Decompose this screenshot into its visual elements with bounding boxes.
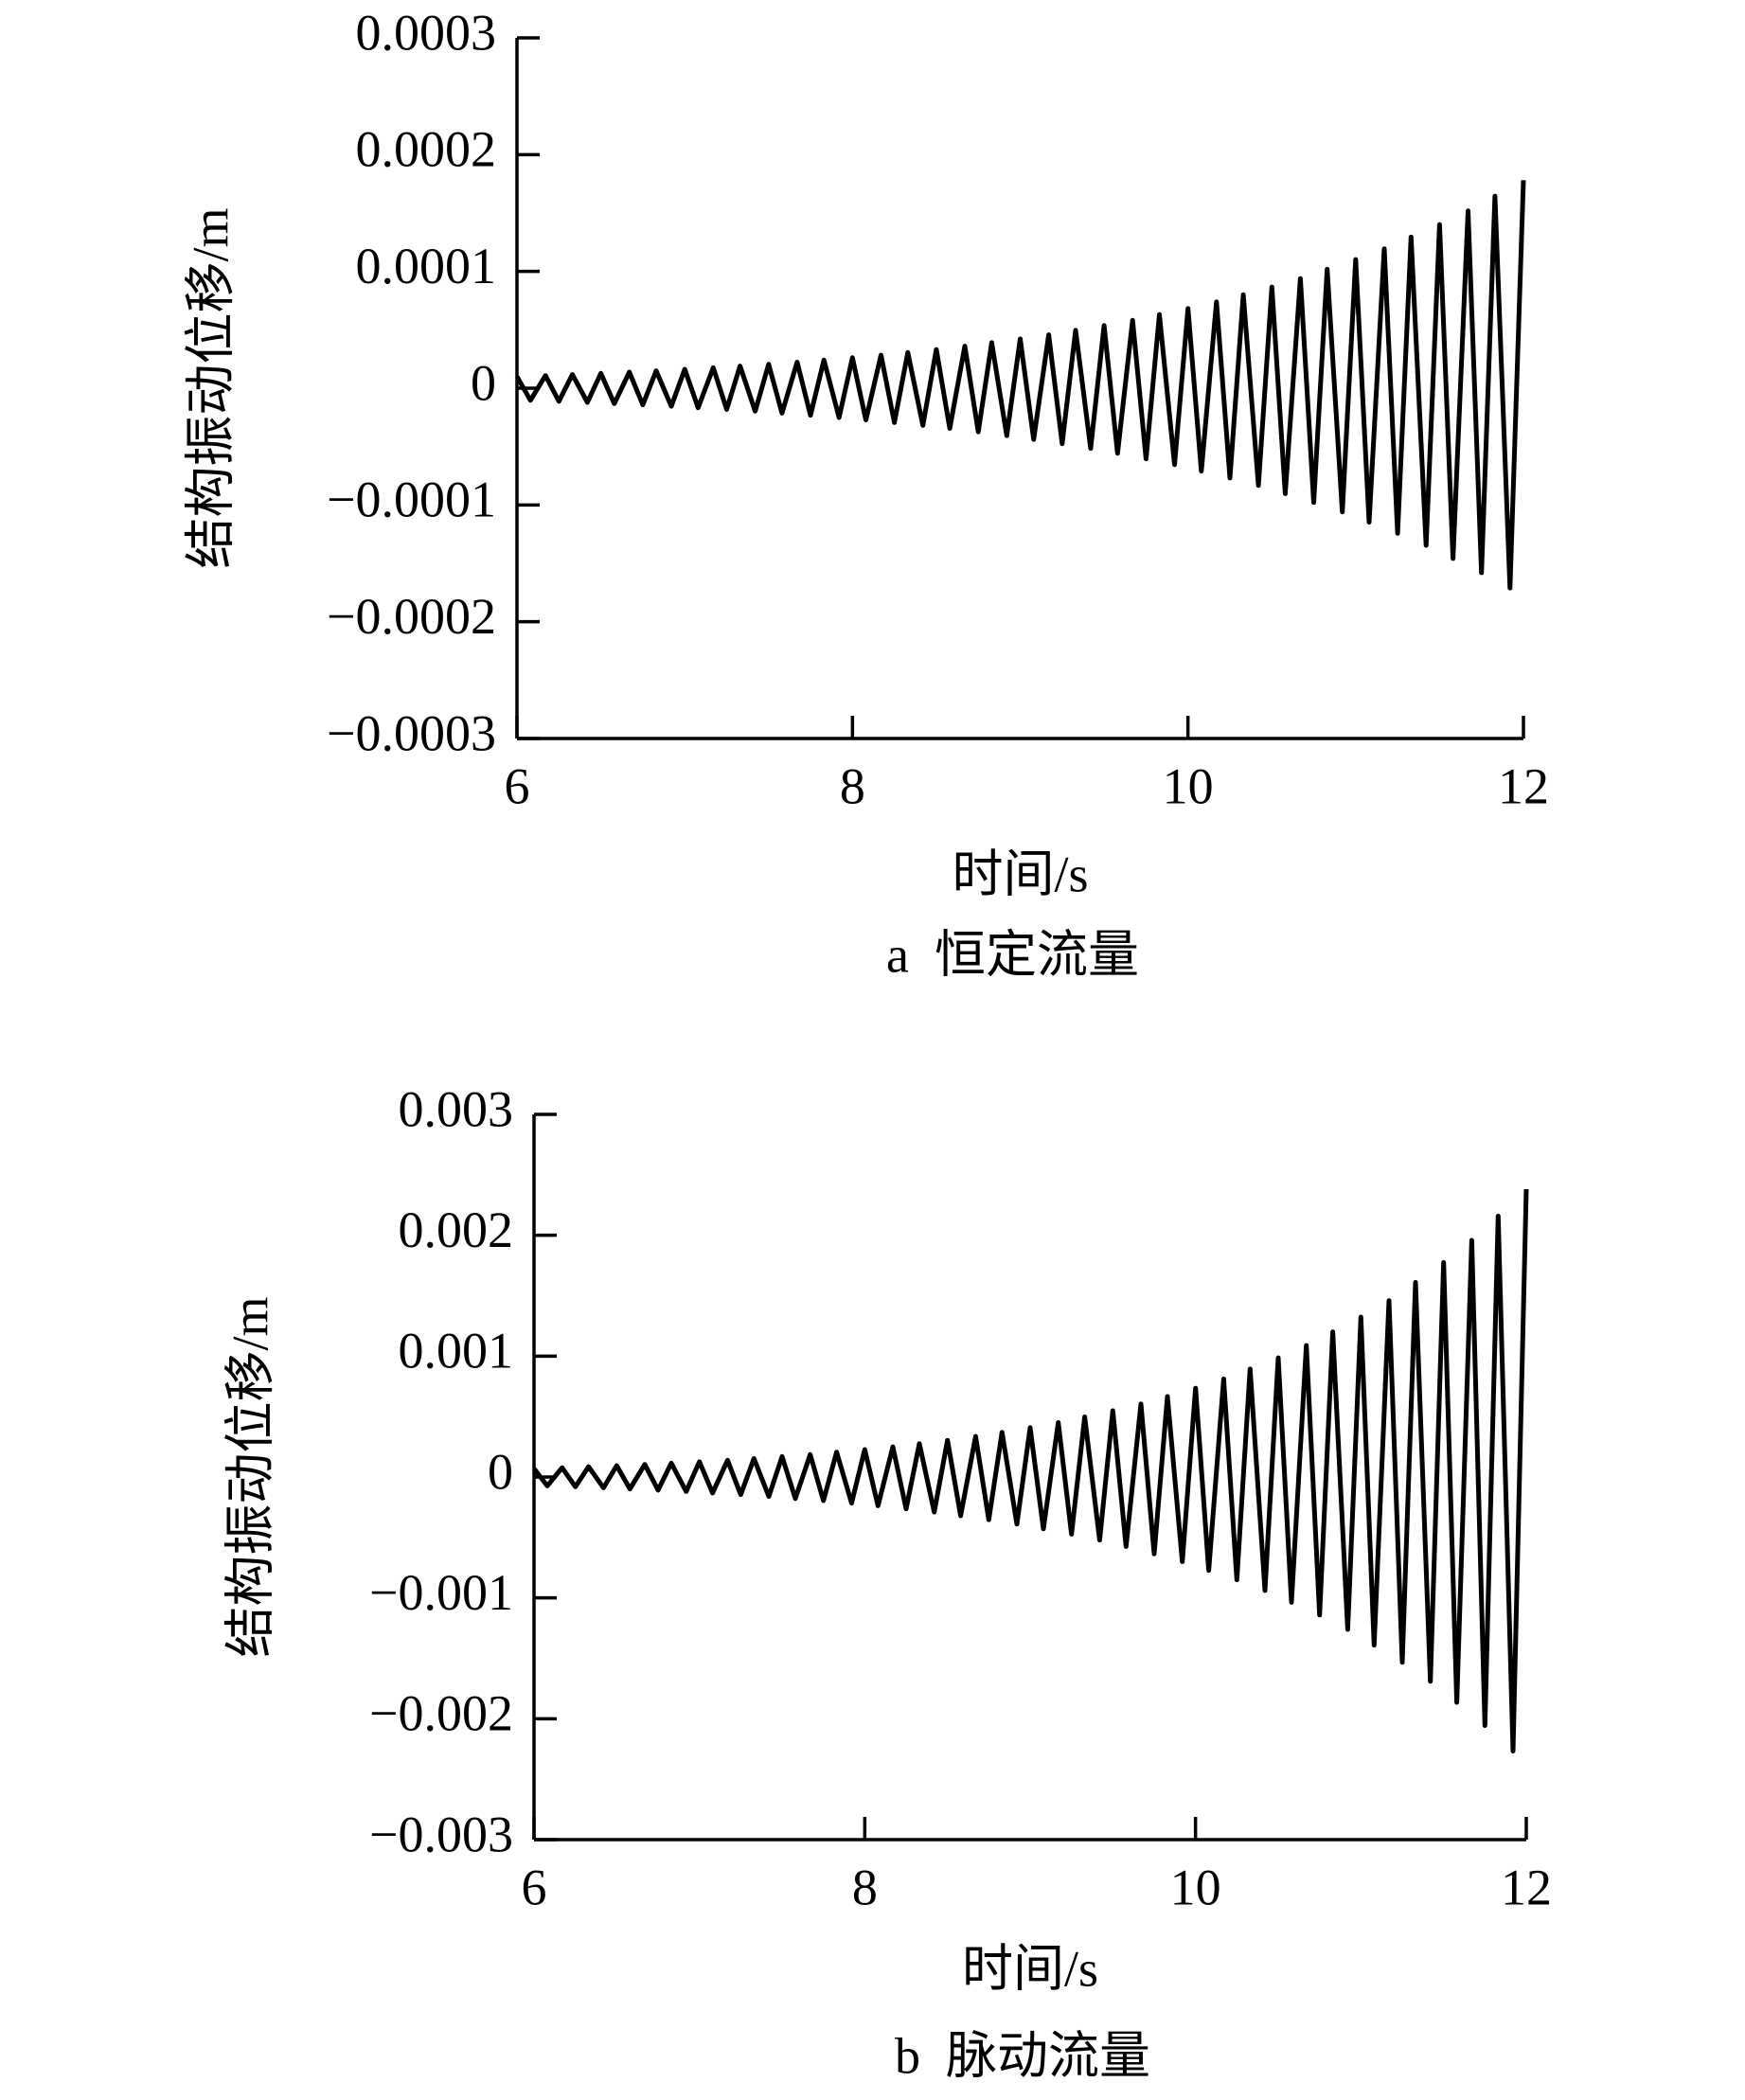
y-tick-label: −0.0002 xyxy=(327,588,496,645)
y-tick-label: −0.0003 xyxy=(327,704,496,761)
data-line xyxy=(514,180,1526,591)
y-tick-label: −0.003 xyxy=(369,1806,513,1862)
y-tick-label: −0.001 xyxy=(369,1564,513,1621)
y-tick-label: 0.0003 xyxy=(356,4,497,61)
y-tick-label: 0 xyxy=(471,354,496,411)
x-axis-label: 时间/s xyxy=(962,1940,1098,1997)
x-tick-label: 8 xyxy=(840,757,865,814)
y-tick-label: −0.002 xyxy=(369,1685,513,1742)
y-tick-label: 0.003 xyxy=(399,1080,514,1137)
y-tick-label: 0.001 xyxy=(399,1323,514,1379)
y-axis-label: 结构振动位移/m xyxy=(222,1296,278,1657)
x-tick-label: 6 xyxy=(505,757,530,814)
x-axis-label: 时间/s xyxy=(952,845,1088,902)
data-line xyxy=(532,1188,1529,1753)
caption: a 恒定流量 xyxy=(886,926,1139,983)
y-tick-label: −0.0001 xyxy=(327,472,496,528)
x-tick-label: 10 xyxy=(1163,757,1214,814)
caption: b 脉动流量 xyxy=(895,2027,1150,2084)
x-tick-label: 12 xyxy=(1501,1859,1552,1915)
y-tick-label: 0 xyxy=(488,1443,513,1500)
y-tick-label: 0.0001 xyxy=(356,238,497,294)
y-tick-label: 0.002 xyxy=(399,1201,514,1258)
x-tick-label: 12 xyxy=(1498,757,1549,814)
x-tick-label: 10 xyxy=(1170,1859,1221,1915)
y-tick-label: 0.0002 xyxy=(356,121,497,178)
x-tick-label: 6 xyxy=(522,1859,547,1915)
x-tick-label: 8 xyxy=(852,1859,878,1915)
y-axis-label: 结构振动位移/m xyxy=(182,207,239,568)
